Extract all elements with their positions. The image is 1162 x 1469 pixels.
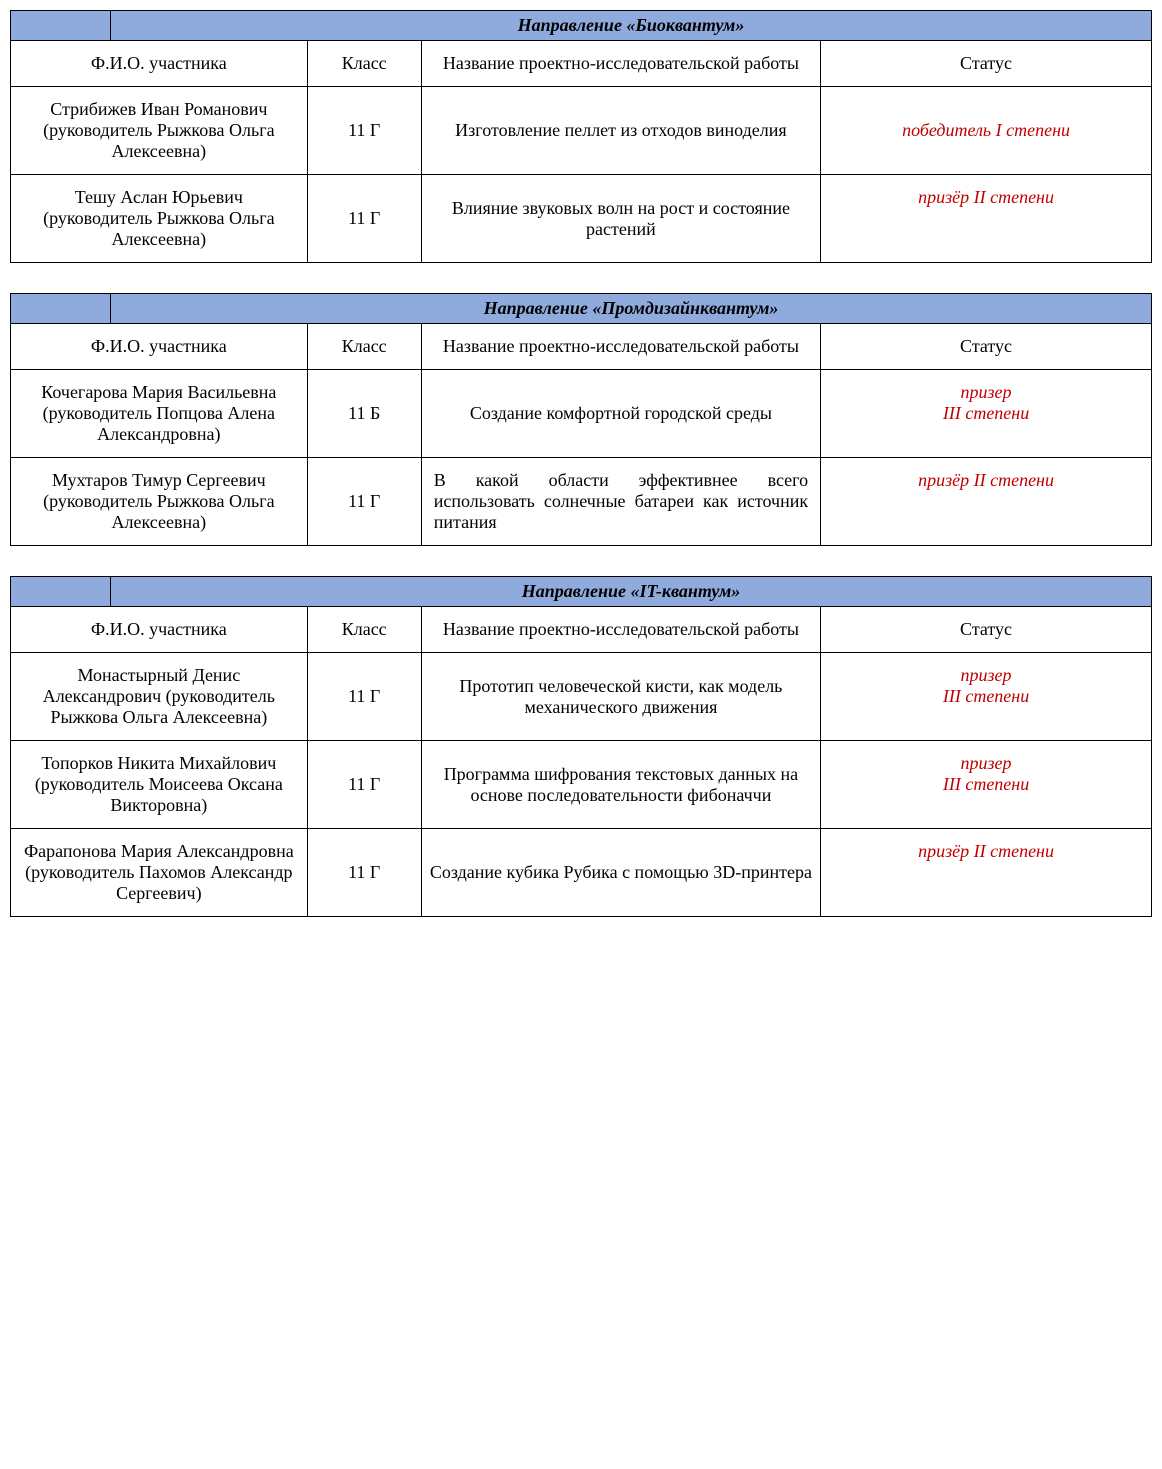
table-row: Фарапонова Мария Александровна (руководи… bbox=[11, 829, 1152, 917]
status-text: призерIII степени bbox=[943, 753, 1029, 794]
table-row: Топорков Никита Михайлович (руководитель… bbox=[11, 741, 1152, 829]
section-title: Направление «IT-квантум» bbox=[111, 577, 1151, 606]
column-header-name: Ф.И.О. участника bbox=[11, 41, 308, 87]
cell-project: Прототип человеческой кисти, как модель … bbox=[421, 653, 820, 741]
document-root: Направление «Биоквантум»Ф.И.О. участника… bbox=[10, 10, 1152, 917]
column-header-project: Название проектно-исследовательской рабо… bbox=[421, 41, 820, 87]
cell-status: призерIII степени bbox=[821, 370, 1152, 458]
section-title: Направление «Биоквантум» bbox=[111, 11, 1151, 40]
section: Направление «Промдизайнквантум»Ф.И.О. уч… bbox=[10, 293, 1152, 546]
participants-table: Ф.И.О. участникаКлассНазвание проектно-и… bbox=[10, 606, 1152, 917]
cell-project: Создание кубика Рубика с помощью 3D-прин… bbox=[421, 829, 820, 917]
cell-class: 11 Г bbox=[307, 458, 421, 546]
column-header-status: Статус bbox=[821, 324, 1152, 370]
status-text: призерIII степени bbox=[943, 665, 1029, 706]
section-header: Направление «Биоквантум» bbox=[10, 10, 1152, 40]
column-header-name: Ф.И.О. участника bbox=[11, 324, 308, 370]
table-row: Мухтаров Тимур Сергеевич (руководитель Р… bbox=[11, 458, 1152, 546]
column-header-status: Статус bbox=[821, 607, 1152, 653]
status-text: призёр II степени bbox=[918, 187, 1054, 207]
cell-status: призерIII степени bbox=[821, 741, 1152, 829]
header-accent-left bbox=[11, 11, 111, 40]
cell-participant-name: Кочегарова Мария Васильевна (руководител… bbox=[11, 370, 308, 458]
section-header: Направление «IT-квантум» bbox=[10, 576, 1152, 606]
cell-class: 11 Г bbox=[307, 829, 421, 917]
participants-table: Ф.И.О. участникаКлассНазвание проектно-и… bbox=[10, 323, 1152, 546]
table-header-row: Ф.И.О. участникаКлассНазвание проектно-и… bbox=[11, 607, 1152, 653]
column-header-name: Ф.И.О. участника bbox=[11, 607, 308, 653]
cell-class: 11 Г bbox=[307, 175, 421, 263]
cell-project: Программа шифрования текстовых данных на… bbox=[421, 741, 820, 829]
column-header-class: Класс bbox=[307, 324, 421, 370]
table-header-row: Ф.И.О. участникаКлассНазвание проектно-и… bbox=[11, 41, 1152, 87]
table-row: Кочегарова Мария Васильевна (руководител… bbox=[11, 370, 1152, 458]
cell-participant-name: Фарапонова Мария Александровна (руководи… bbox=[11, 829, 308, 917]
cell-participant-name: Тешу Аслан Юрьевич (руководитель Рыжкова… bbox=[11, 175, 308, 263]
cell-status: призёр II степени bbox=[821, 829, 1152, 917]
cell-class: 11 Г bbox=[307, 741, 421, 829]
cell-participant-name: Мухтаров Тимур Сергеевич (руководитель Р… bbox=[11, 458, 308, 546]
cell-project: Влияние звуковых волн на рост и состояни… bbox=[421, 175, 820, 263]
header-accent-left bbox=[11, 577, 111, 606]
cell-status: призерIII степени bbox=[821, 653, 1152, 741]
cell-project: Изготовление пеллет из отходов виноделия bbox=[421, 87, 820, 175]
status-text: победитель I степени bbox=[902, 120, 1070, 140]
participants-table: Ф.И.О. участникаКлассНазвание проектно-и… bbox=[10, 40, 1152, 263]
section-title: Направление «Промдизайнквантум» bbox=[111, 294, 1151, 323]
column-header-project: Название проектно-исследовательской рабо… bbox=[421, 324, 820, 370]
column-header-status: Статус bbox=[821, 41, 1152, 87]
header-accent-left bbox=[11, 294, 111, 323]
cell-project: В какой области эффективнее всего исполь… bbox=[421, 458, 820, 546]
table-row: Стрибижев Иван Романович (руководитель Р… bbox=[11, 87, 1152, 175]
cell-status: призёр II степени bbox=[821, 175, 1152, 263]
section: Направление «Биоквантум»Ф.И.О. участника… bbox=[10, 10, 1152, 263]
status-text: призёр II степени bbox=[918, 470, 1054, 490]
status-text: призерIII степени bbox=[943, 382, 1029, 423]
status-text: призёр II степени bbox=[918, 841, 1054, 861]
section-header: Направление «Промдизайнквантум» bbox=[10, 293, 1152, 323]
column-header-class: Класс bbox=[307, 607, 421, 653]
cell-class: 11 Г bbox=[307, 87, 421, 175]
column-header-project: Название проектно-исследовательской рабо… bbox=[421, 607, 820, 653]
table-row: Тешу Аслан Юрьевич (руководитель Рыжкова… bbox=[11, 175, 1152, 263]
column-header-class: Класс bbox=[307, 41, 421, 87]
cell-participant-name: Монастырный Денис Александрович (руковод… bbox=[11, 653, 308, 741]
section: Направление «IT-квантум»Ф.И.О. участника… bbox=[10, 576, 1152, 917]
cell-status: призёр II степени bbox=[821, 458, 1152, 546]
table-row: Монастырный Денис Александрович (руковод… bbox=[11, 653, 1152, 741]
cell-participant-name: Стрибижев Иван Романович (руководитель Р… bbox=[11, 87, 308, 175]
cell-class: 11 Б bbox=[307, 370, 421, 458]
cell-participant-name: Топорков Никита Михайлович (руководитель… bbox=[11, 741, 308, 829]
table-header-row: Ф.И.О. участникаКлассНазвание проектно-и… bbox=[11, 324, 1152, 370]
cell-class: 11 Г bbox=[307, 653, 421, 741]
cell-project: Создание комфортной городской среды bbox=[421, 370, 820, 458]
cell-status: победитель I степени bbox=[821, 87, 1152, 175]
